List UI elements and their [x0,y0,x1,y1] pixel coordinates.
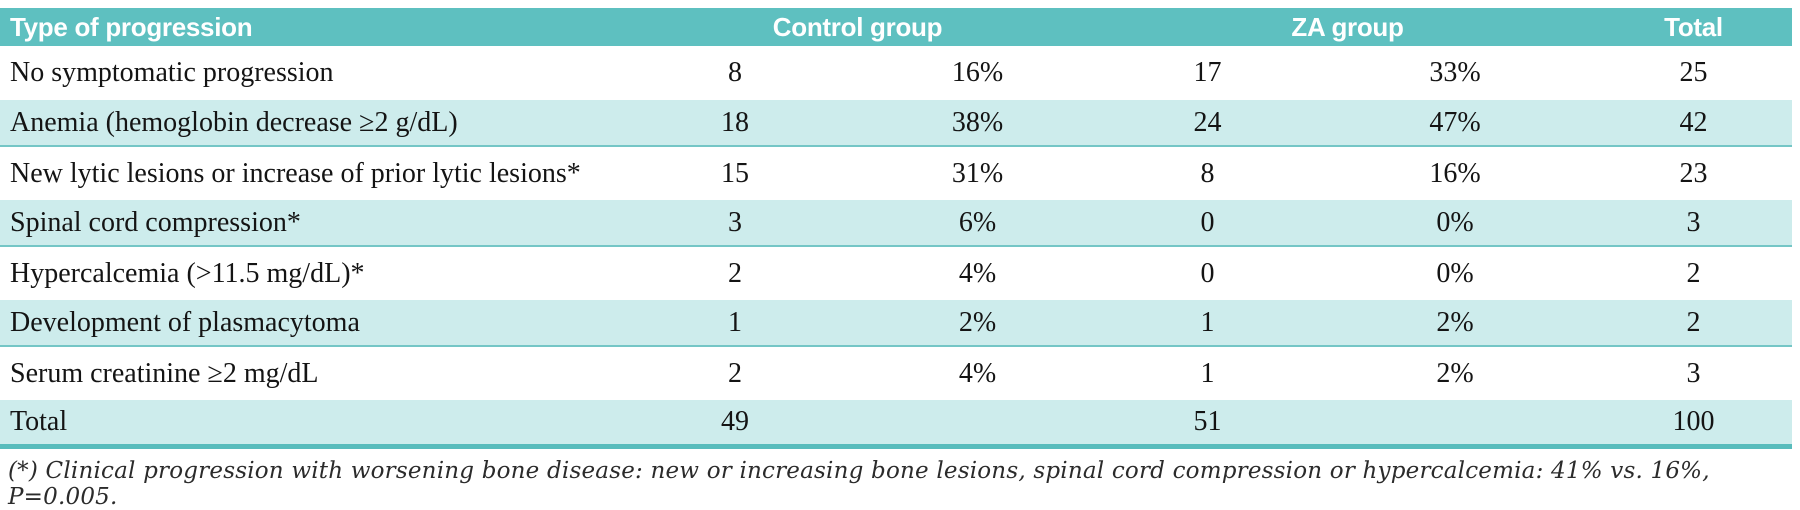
row-label: No symptomatic progression [10,57,334,88]
control-pct-cell: 6% [855,200,1100,247]
total-cell: 3 [1595,200,1793,247]
column-header-control-group: Control group [615,8,1100,46]
za-pct-cell: 16% [1429,157,1481,189]
table-row: Serum creatinine ≥2 mg/dL 2 4% 1 2% 3 [0,346,1793,400]
control-n-cell: 15 [721,157,749,189]
table-row: New lytic lesions or increase of prior l… [0,146,1793,200]
total-cell: 23 [1679,157,1708,189]
table-header-row: Type of progression Control group ZA gro… [0,8,1793,46]
row-label: Hypercalcemia (>11.5 mg/dL)* [10,257,365,289]
control-pct-cell: 31% [951,157,1004,189]
column-header-type-of-progression: Type of progression [0,8,615,46]
control-n-cell: 49 [615,400,855,449]
za-pct-cell: 0% [1436,257,1474,289]
row-label: Development of plasmacytoma [0,300,615,347]
table-row: Hypercalcemia (>11.5 mg/dL)* 2 4% 0 0% 2 [0,246,1793,300]
za-n-cell: 1 [1100,300,1315,347]
control-n-cell: 1 [615,300,855,347]
za-pct-cell: 33% [1429,57,1481,88]
row-label: Spinal cord compression* [0,200,615,247]
za-pct-cell: 0% [1315,200,1596,247]
control-n-cell: 3 [615,200,855,247]
za-n-cell: 0 [1200,257,1215,289]
control-n-cell: 8 [728,57,742,88]
za-n-cell: 8 [1200,157,1215,189]
control-pct-cell: 38% [855,100,1100,147]
table-row: Spinal cord compression* 3 6% 0 0% 3 [0,200,1793,247]
za-n-cell: 51 [1100,400,1315,449]
control-pct-cell [855,400,1100,449]
row-label: Total [0,400,615,449]
total-cell: 42 [1595,100,1793,147]
za-pct-cell: 2% [1315,300,1596,347]
za-pct-cell: 47% [1315,100,1596,147]
table-footnote: (*) Clinical progression with worsening … [8,457,1710,510]
row-label: Serum creatinine ≥2 mg/dL [10,357,319,389]
table-row: Development of plasmacytoma 1 2% 1 2% 2 [0,300,1793,347]
table-row: Anemia (hemoglobin decrease ≥2 g/dL) 18 … [0,100,1793,147]
control-pct-cell: 2% [855,300,1100,347]
control-pct-cell: 16% [951,57,1004,88]
total-cell: 3 [1686,357,1701,389]
total-cell: 2 [1686,257,1701,289]
za-n-cell: 17 [1193,57,1222,88]
progression-table: Type of progression Control group ZA gro… [0,8,1793,449]
row-label: Anemia (hemoglobin decrease ≥2 g/dL) [0,100,615,147]
row-label: New lytic lesions or increase of prior l… [10,157,581,189]
table-row-total: Total 49 51 100 [0,400,1793,449]
total-cell: 100 [1595,400,1793,449]
total-cell: 25 [1679,57,1708,88]
za-pct-cell [1315,400,1596,449]
table-row: No symptomatic progression 8 16% 17 33% … [0,46,1793,100]
control-pct-cell: 4% [958,257,997,289]
za-n-cell: 24 [1100,100,1315,147]
column-header-za-group: ZA group [1100,8,1596,46]
za-n-cell: 0 [1100,200,1315,247]
column-header-total: Total [1595,8,1793,46]
control-pct-cell: 4% [958,357,997,389]
total-cell: 2 [1595,300,1793,347]
za-n-cell: 1 [1200,357,1215,389]
control-n-cell: 2 [728,357,742,389]
za-pct-cell: 2% [1436,357,1474,389]
control-n-cell: 18 [615,100,855,147]
control-n-cell: 2 [728,257,742,289]
